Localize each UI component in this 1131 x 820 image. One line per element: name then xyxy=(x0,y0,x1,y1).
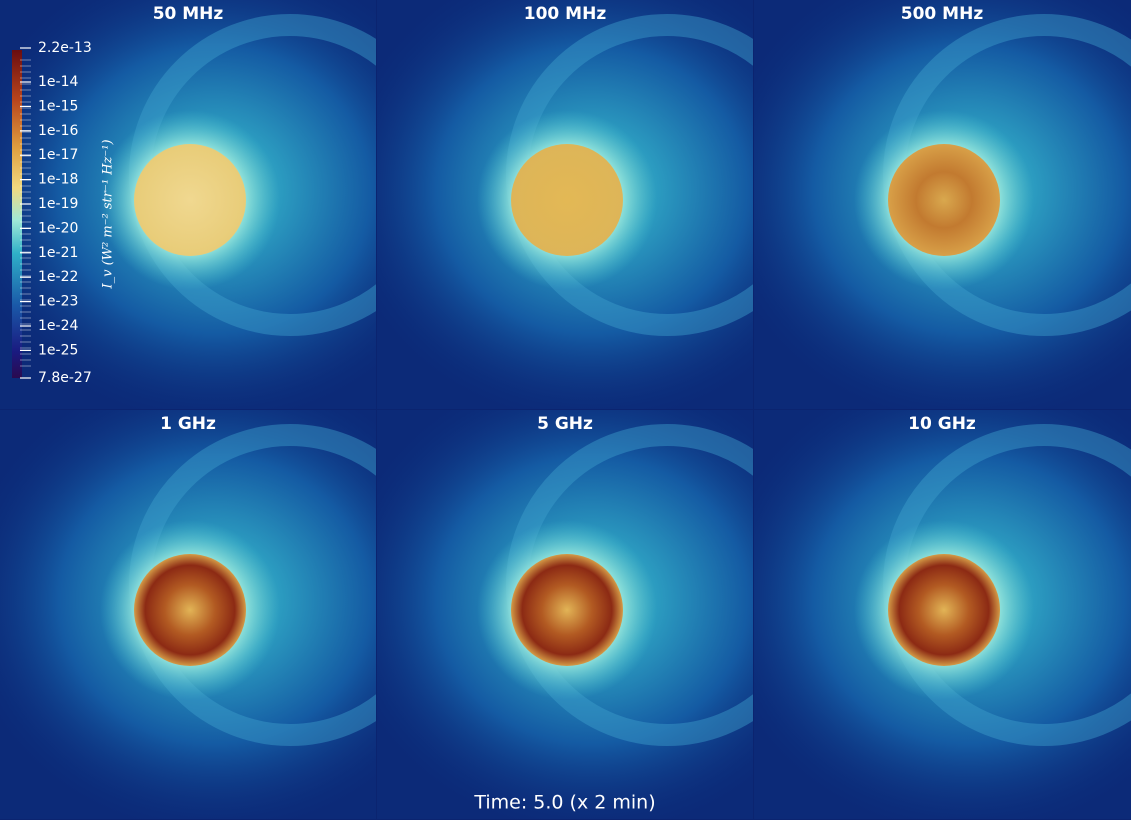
colorbar-label: 1e-17 xyxy=(38,147,78,163)
panel: 100 MHz xyxy=(377,0,753,409)
panel: 1 GHz xyxy=(0,410,376,819)
sun-disk xyxy=(888,554,1000,666)
colorbar-title: I_v (W² m⁻² str⁻¹ Hz⁻¹) xyxy=(101,139,116,289)
colorbar-label: 2.2e-13 xyxy=(38,40,92,56)
panel-title: 5 GHz xyxy=(537,414,593,434)
panel-title: 100 MHz xyxy=(524,4,607,24)
colorbar-label: 1e-21 xyxy=(38,245,78,261)
colorbar: I_v (W² m⁻² str⁻¹ Hz⁻¹) 2.2e-13 1e-14 1e-1… xyxy=(12,40,116,386)
colorbar-label: 1e-20 xyxy=(38,220,78,236)
sun-disk xyxy=(134,144,246,256)
panel-title: 500 MHz xyxy=(901,4,984,24)
colorbar-label: 1e-24 xyxy=(38,318,78,334)
colorbar-gradient xyxy=(12,50,22,378)
colorbar-label: 1e-15 xyxy=(38,98,78,114)
sun-disk xyxy=(134,554,246,666)
colorbar-label: 7.8e-27 xyxy=(38,370,92,386)
panel: 50 MHz xyxy=(0,0,376,409)
panel: 500 MHz xyxy=(754,0,1131,409)
panel-content xyxy=(754,410,1131,819)
panel-content xyxy=(754,0,1131,409)
panel-content xyxy=(0,410,376,819)
sun-disk xyxy=(511,144,623,256)
colorbar-label: 1e-23 xyxy=(38,294,78,310)
panel: 5 GHz xyxy=(377,410,753,819)
panel-content xyxy=(377,410,753,819)
sun-disk xyxy=(511,554,623,666)
panel-content xyxy=(0,0,376,409)
panel-content xyxy=(377,0,753,409)
colorbar-label: 1e-16 xyxy=(38,123,78,139)
panel-title: 50 MHz xyxy=(153,4,224,24)
colorbar-label: 1e-25 xyxy=(38,342,78,358)
colorbar-label: 1e-14 xyxy=(38,74,78,90)
colorbar-label: 1e-19 xyxy=(38,196,78,212)
colorbar-label: 1e-18 xyxy=(38,172,78,188)
colorbar-label: 1e-22 xyxy=(38,269,78,285)
sun-disk xyxy=(888,144,1000,256)
panel-title: 1 GHz xyxy=(160,414,216,434)
panel: 10 GHz xyxy=(754,410,1131,819)
time-label: Time: 5.0 (x 2 min) xyxy=(473,792,655,814)
panel-title: 10 GHz xyxy=(908,414,976,434)
